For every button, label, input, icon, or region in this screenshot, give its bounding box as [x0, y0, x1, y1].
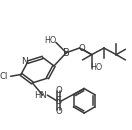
- Text: HO: HO: [90, 63, 103, 72]
- Text: HO: HO: [44, 36, 56, 45]
- Text: O: O: [55, 107, 62, 116]
- Text: Cl: Cl: [0, 72, 8, 81]
- Text: O: O: [79, 44, 86, 53]
- Text: N: N: [21, 57, 28, 66]
- Text: B: B: [63, 48, 70, 58]
- Text: O: O: [55, 86, 62, 95]
- Text: HN: HN: [34, 91, 47, 100]
- Text: S: S: [56, 96, 62, 106]
